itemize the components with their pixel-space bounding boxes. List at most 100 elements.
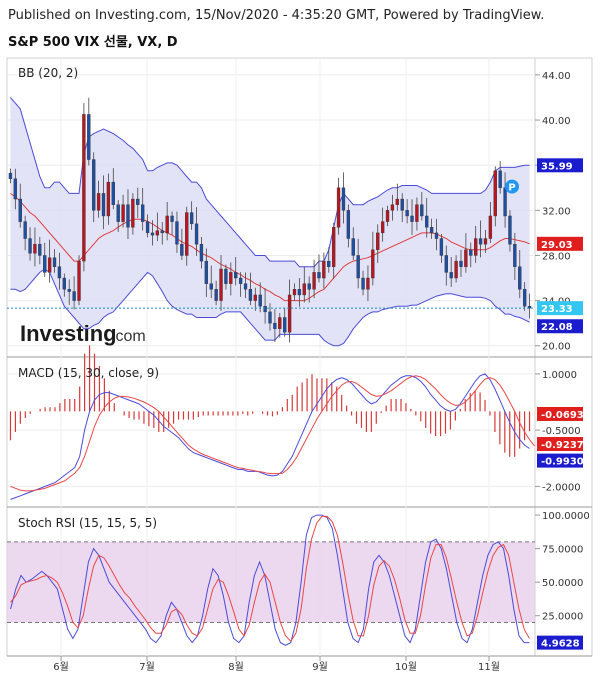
candle [23, 215, 27, 251]
candle-body [380, 221, 385, 234]
candle-body [150, 232, 155, 236]
candle-body [82, 114, 86, 262]
macd-badges: -0.0693 -0.9237 -0.9930 [537, 406, 584, 468]
candle [351, 227, 355, 260]
candle [234, 257, 238, 286]
value-badge-label: 22.08 [541, 322, 573, 333]
candle-body [219, 268, 223, 301]
value-badge: 23.33 [537, 301, 583, 316]
candle [214, 280, 218, 306]
candle [8, 168, 13, 184]
candle-body [493, 170, 497, 217]
candle-body [43, 255, 47, 273]
candle-body [371, 249, 375, 279]
candle [478, 220, 483, 258]
candle [155, 212, 160, 242]
price-tick-label: 32.00 [542, 206, 571, 217]
time-axis: 6월 7월 8월 9월 10월 11월 [53, 656, 500, 673]
candle [454, 255, 458, 283]
candle-body [474, 238, 478, 256]
value-badge: 22.08 [537, 319, 583, 334]
candle-body [13, 178, 18, 200]
candle-body [297, 289, 302, 296]
candle-body [165, 215, 169, 234]
candle-body [508, 215, 512, 245]
p-marker: P [505, 179, 519, 194]
candle [410, 199, 414, 235]
candle-body [454, 260, 458, 279]
value-badge: -0.9930 [537, 453, 584, 468]
candle-body [77, 260, 81, 301]
candle-body [469, 249, 473, 256]
candle [434, 218, 439, 251]
time-tick-label: 6월 [53, 661, 69, 673]
candle [189, 201, 194, 230]
stoch-band [7, 541, 535, 623]
candle [518, 250, 522, 299]
candle-body [121, 204, 125, 222]
candle-body [341, 187, 346, 211]
candle [444, 245, 448, 286]
candle [116, 200, 120, 232]
candle [400, 193, 404, 223]
candle [238, 272, 243, 297]
candle [302, 266, 306, 303]
candle [111, 168, 115, 210]
candle [248, 272, 253, 306]
candle [229, 262, 233, 296]
candle [126, 189, 130, 240]
logo-suffix: .com [111, 328, 146, 345]
candle [131, 193, 135, 235]
candle [297, 278, 302, 307]
candle-body [420, 204, 424, 217]
candle-body [444, 255, 448, 273]
stoch-tick-label: 100.0000 [542, 511, 590, 522]
candle [371, 231, 375, 286]
candle-body [126, 204, 130, 228]
candle [47, 239, 52, 283]
candle [312, 259, 316, 299]
candle [165, 201, 169, 241]
candle-body [307, 283, 311, 290]
candle-body [434, 232, 439, 239]
value-badge-bg [537, 301, 583, 316]
candle-body [111, 181, 115, 205]
candle-body [38, 243, 42, 256]
candle-body [527, 306, 532, 309]
candle [87, 97, 91, 166]
stoch-tick-label: 75.0000 [542, 545, 583, 556]
value-badge-bg [537, 406, 583, 421]
bb-pane-title: BB (20, 2) [18, 66, 78, 80]
candle [199, 236, 204, 269]
stoch-tick-label: 25.0000 [542, 612, 583, 623]
candle-body [400, 198, 404, 211]
candle [101, 175, 106, 230]
value-badge: -0.0693 [537, 406, 584, 421]
candle-body [390, 204, 395, 211]
stoch-pane-title: Stoch RSI (15, 15, 5, 5) [18, 516, 157, 530]
candle [292, 283, 297, 301]
candle [180, 228, 184, 260]
candle [474, 225, 478, 263]
bollinger-band-fill [10, 97, 530, 346]
candle [52, 249, 57, 273]
candle [175, 211, 179, 254]
candle [141, 187, 145, 231]
value-badge-bg [537, 635, 583, 650]
candle [361, 270, 365, 296]
candle-body [346, 210, 351, 239]
candle-body [214, 289, 218, 301]
candle-body [180, 243, 184, 256]
time-tick-label: 7월 [139, 661, 155, 673]
candle-body [23, 221, 27, 239]
candle [380, 207, 385, 242]
candle-body [488, 215, 493, 239]
stoch-d-line [10, 515, 530, 642]
value-badge: -0.9237 [537, 437, 584, 452]
candle-body [92, 159, 96, 211]
candle-body [287, 294, 292, 333]
candle-body [385, 210, 390, 222]
candle [493, 166, 497, 227]
candle-body [18, 198, 22, 222]
